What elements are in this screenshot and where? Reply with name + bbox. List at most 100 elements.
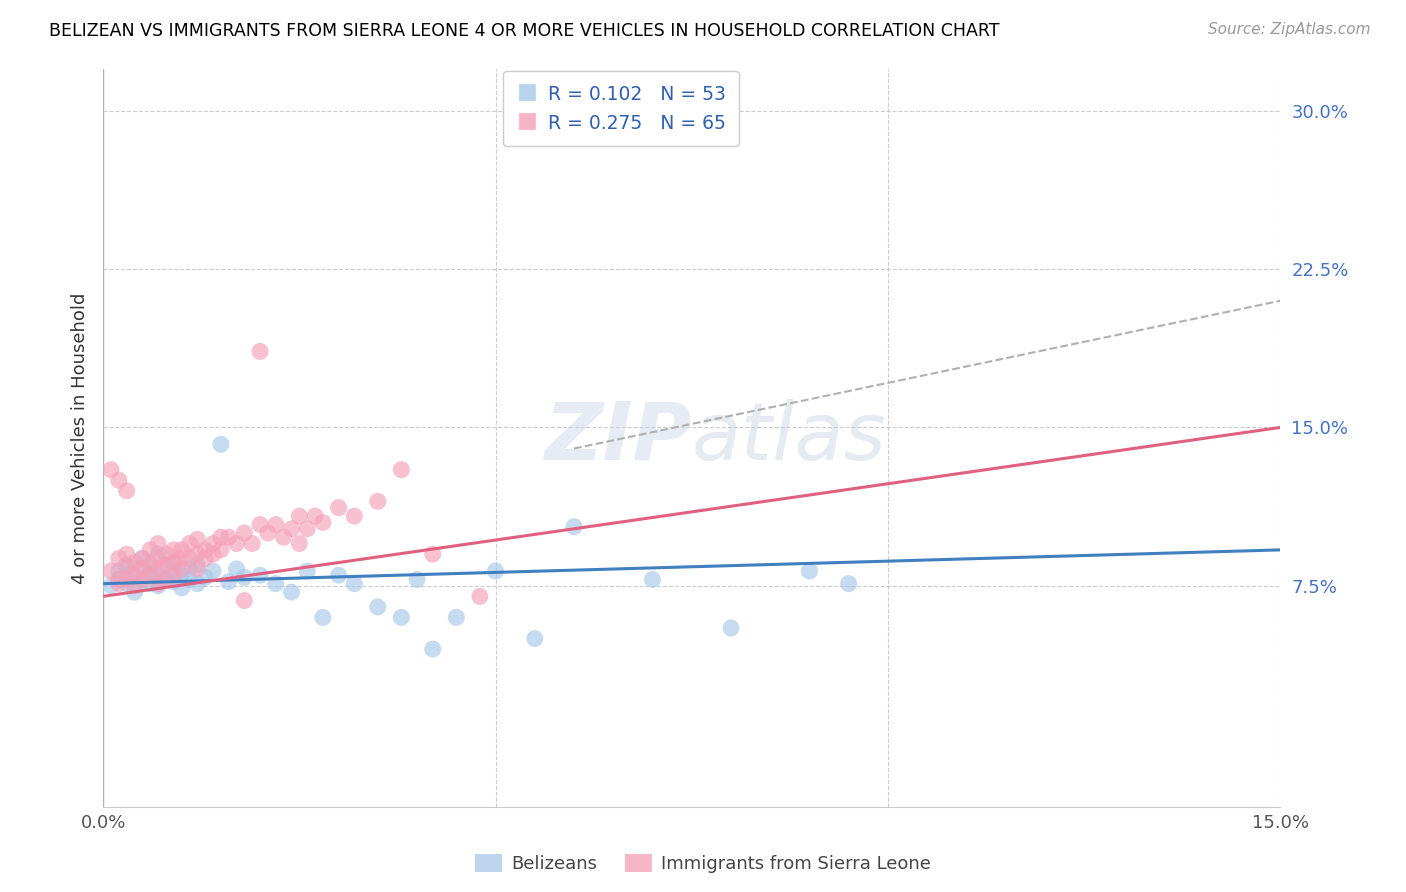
Point <box>201 547 224 561</box>
Point <box>209 437 232 451</box>
Point <box>163 568 186 582</box>
Point <box>264 517 287 532</box>
Point <box>406 573 429 587</box>
Point <box>115 568 138 582</box>
Point <box>108 551 131 566</box>
Point <box>641 573 664 587</box>
Point <box>139 566 162 580</box>
Point <box>201 564 224 578</box>
Point <box>170 542 193 557</box>
Point <box>100 579 122 593</box>
Text: Source: ZipAtlas.com: Source: ZipAtlas.com <box>1208 22 1371 37</box>
Point <box>367 599 389 614</box>
Point <box>179 562 201 576</box>
Point <box>131 562 153 576</box>
Point <box>155 547 177 561</box>
Point <box>295 564 318 578</box>
Point <box>288 509 311 524</box>
Point <box>115 573 138 587</box>
Point <box>115 547 138 561</box>
Text: atlas: atlas <box>692 399 886 477</box>
Point <box>131 574 153 589</box>
Point <box>194 551 217 566</box>
Point <box>108 573 131 587</box>
Point <box>100 564 122 578</box>
Text: BELIZEAN VS IMMIGRANTS FROM SIERRA LEONE 4 OR MORE VEHICLES IN HOUSEHOLD CORRELA: BELIZEAN VS IMMIGRANTS FROM SIERRA LEONE… <box>49 22 1000 40</box>
Point <box>295 522 318 536</box>
Point <box>201 536 224 550</box>
Point <box>328 500 350 515</box>
Point <box>139 576 162 591</box>
Point <box>422 642 444 657</box>
Point <box>343 576 366 591</box>
Point <box>523 632 546 646</box>
Point <box>720 621 742 635</box>
Point <box>108 473 131 487</box>
Point <box>115 483 138 498</box>
Point <box>124 579 146 593</box>
Point <box>108 573 131 587</box>
Point <box>562 519 585 533</box>
Point <box>468 590 491 604</box>
Y-axis label: 4 or more Vehicles in Household: 4 or more Vehicles in Household <box>72 293 89 583</box>
Point <box>209 530 232 544</box>
Point <box>146 547 169 561</box>
Point <box>115 558 138 572</box>
Point <box>108 564 131 578</box>
Point <box>155 573 177 587</box>
Point <box>100 463 122 477</box>
Point <box>186 533 208 547</box>
Point <box>484 564 506 578</box>
Point <box>209 542 232 557</box>
Point <box>170 562 193 576</box>
Point <box>146 562 169 576</box>
Point <box>288 536 311 550</box>
Point <box>131 573 153 587</box>
Point <box>170 568 193 582</box>
Point <box>155 573 177 587</box>
Point <box>186 558 208 572</box>
Point <box>838 576 860 591</box>
Point <box>233 526 256 541</box>
Point <box>218 530 240 544</box>
Point <box>280 522 302 536</box>
Point <box>233 593 256 607</box>
Point <box>139 558 162 572</box>
Point <box>367 494 389 508</box>
Point <box>179 551 201 566</box>
Point <box>146 579 169 593</box>
Point <box>155 558 177 572</box>
Point <box>179 536 201 550</box>
Point <box>389 610 412 624</box>
Point <box>163 542 186 557</box>
Point <box>249 517 271 532</box>
Point <box>115 576 138 591</box>
Text: ZIP: ZIP <box>544 399 692 477</box>
Point <box>249 344 271 359</box>
Point <box>186 547 208 561</box>
Point <box>163 564 186 578</box>
Point <box>194 570 217 584</box>
Point <box>155 562 177 576</box>
Point <box>280 585 302 599</box>
Point <box>131 562 153 576</box>
Point <box>146 568 169 582</box>
Point <box>343 509 366 524</box>
Point <box>139 542 162 557</box>
Point <box>233 570 256 584</box>
Point <box>124 556 146 570</box>
Point <box>139 559 162 574</box>
Point <box>218 574 240 589</box>
Point <box>146 576 169 591</box>
Point <box>799 564 821 578</box>
Point <box>225 536 247 550</box>
Point <box>225 562 247 576</box>
Point <box>389 463 412 477</box>
Point <box>108 576 131 591</box>
Legend: R = 0.102   N = 53, R = 0.275   N = 65: R = 0.102 N = 53, R = 0.275 N = 65 <box>503 70 740 146</box>
Legend: Belizeans, Immigrants from Sierra Leone: Belizeans, Immigrants from Sierra Leone <box>470 848 936 879</box>
Point <box>304 509 326 524</box>
Point <box>264 576 287 591</box>
Point <box>139 568 162 582</box>
Point <box>170 581 193 595</box>
